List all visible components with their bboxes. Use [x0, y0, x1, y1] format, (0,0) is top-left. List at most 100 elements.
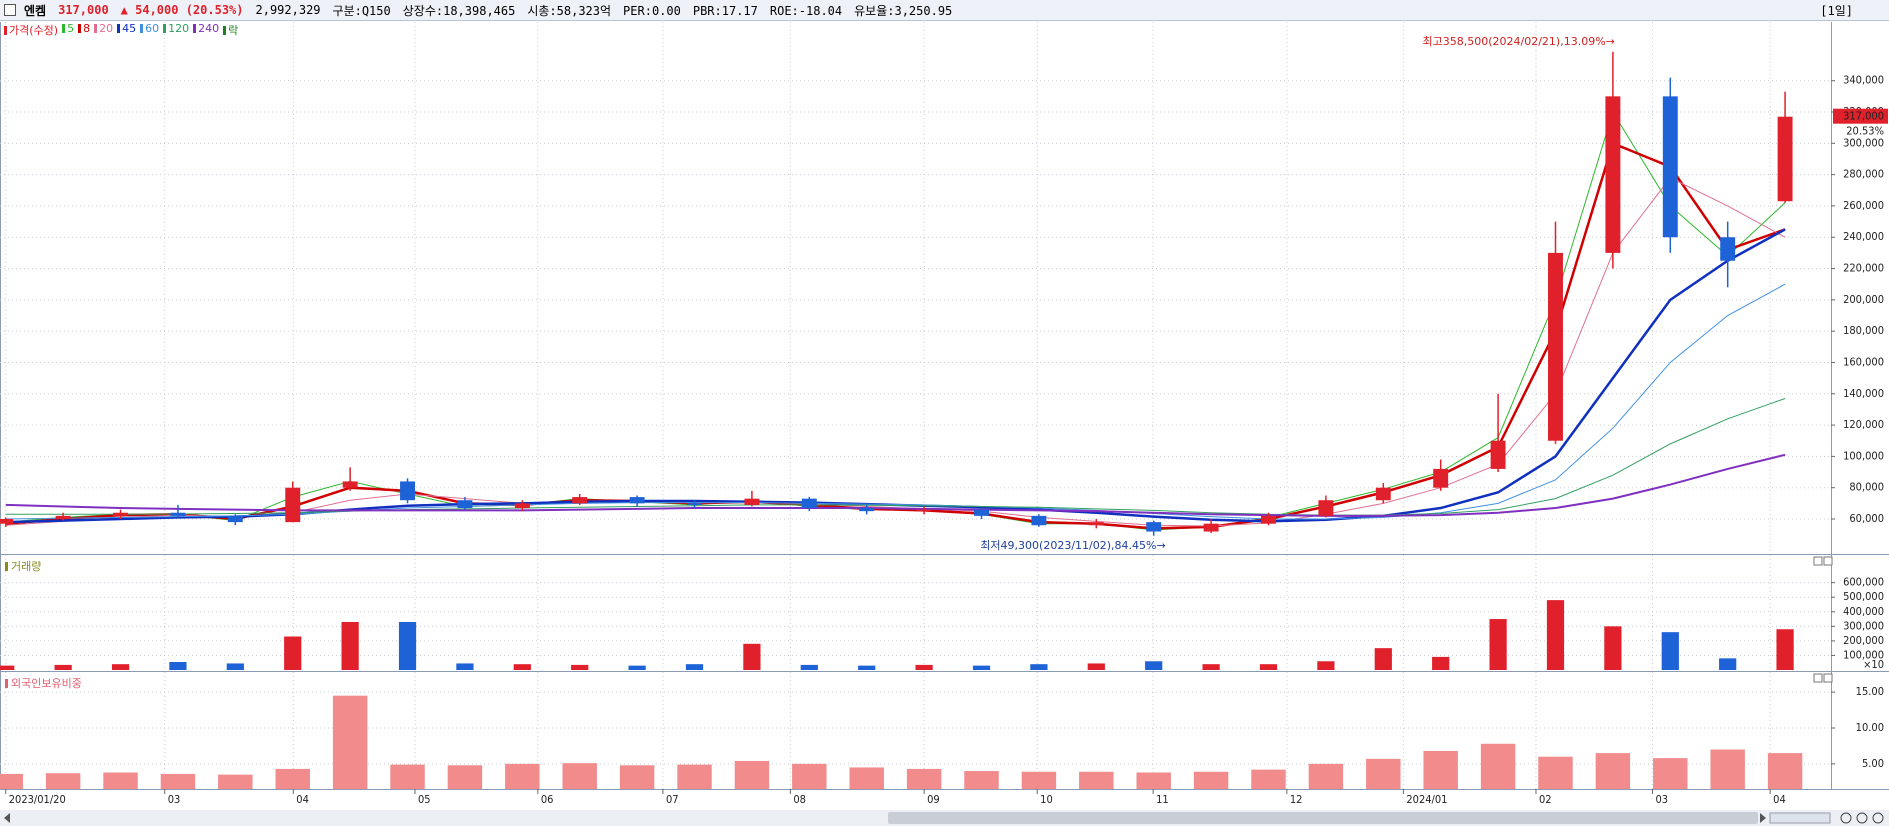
moving-average-line — [5, 453, 1786, 517]
legend-swatch — [140, 24, 144, 33]
panel-title: 거래량 — [11, 560, 41, 573]
bar — [226, 663, 244, 670]
candle-body — [113, 512, 128, 516]
panel-maximize[interactable] — [1813, 673, 1823, 683]
volume: 2,992,329 — [255, 3, 321, 17]
bar — [284, 636, 302, 670]
zoom-reset[interactable] — [1872, 812, 1884, 824]
y-tick-label: 400,000 — [1843, 605, 1884, 618]
candle-body — [801, 498, 817, 509]
moving-average-line — [5, 141, 1786, 530]
candle-body — [1261, 515, 1276, 524]
candle-body — [285, 487, 301, 523]
bar — [111, 664, 130, 670]
unit-label: ×10 — [1863, 658, 1884, 671]
candle-body — [1720, 237, 1736, 261]
legend-entry: 45 — [117, 22, 136, 38]
bar — [45, 773, 81, 789]
bar — [398, 621, 417, 670]
panel-maximize[interactable] — [1813, 556, 1823, 566]
header-field: 상장수:18,398,465 — [402, 3, 516, 18]
panel-close[interactable] — [1823, 556, 1833, 566]
bar — [1136, 772, 1171, 789]
bar — [734, 761, 770, 789]
bar — [1538, 756, 1573, 789]
bar — [964, 771, 999, 789]
legend-swatch — [223, 26, 227, 35]
header-field: PBR:17.17 — [692, 3, 758, 18]
legend-label: 240 — [198, 22, 220, 35]
bar — [275, 768, 310, 789]
panel-buttons — [1813, 556, 1833, 683]
moving-average-line — [5, 283, 1786, 520]
bar — [1604, 626, 1622, 670]
moving-average-line — [5, 397, 1786, 516]
grid — [0, 22, 1831, 789]
bar — [685, 664, 704, 670]
bar — [792, 763, 827, 789]
high-annotation: 최고358,500(2024/02/21),13.09%→ — [1423, 35, 1615, 48]
bar — [849, 767, 884, 789]
candle-body — [744, 498, 760, 505]
bar — [447, 765, 483, 789]
bar — [0, 773, 23, 789]
bar — [1193, 771, 1229, 789]
bar — [743, 643, 761, 670]
zoom-out[interactable] — [1840, 812, 1852, 824]
panel-title-swatch — [5, 562, 8, 571]
candle-body — [1490, 440, 1506, 469]
y-tick-label: 240,000 — [1843, 230, 1884, 243]
y-tick-label: 100,000 — [1843, 449, 1884, 462]
bar — [169, 661, 187, 670]
legend-entry: 락 — [223, 22, 238, 38]
bar — [915, 664, 933, 670]
zoom-slider[interactable] — [1769, 812, 1831, 824]
scroll-right[interactable] — [1760, 813, 1766, 823]
low-annotation: 최저49,300(2023/11/02),84.45%→ — [980, 539, 1165, 552]
scrollbar-thumb[interactable] — [888, 812, 1758, 824]
header-field: 유보율:3,250.95 — [854, 3, 953, 18]
legend-entry: 60 — [140, 22, 159, 38]
zoom-in[interactable] — [1856, 812, 1868, 824]
candle-body — [227, 515, 243, 523]
candle-body — [1777, 116, 1793, 202]
bar — [513, 664, 531, 670]
y-tick-label: 10.00 — [1856, 721, 1884, 734]
fields: 구분:Q150 상장수:18,398,465 시총:58,323억 PER:0.00 P… — [333, 2, 965, 19]
x-tick-label: 07 — [666, 793, 679, 806]
price: 317,000 — [58, 3, 109, 17]
price-label: 317,000 — [1843, 110, 1884, 123]
bar — [1423, 750, 1458, 789]
legend-entry: 120 — [163, 22, 189, 38]
change: ▲ 54,000 (20.53%) — [120, 3, 244, 17]
y-tick-label: 600,000 — [1843, 576, 1884, 589]
y-tick-label: 300,000 — [1843, 136, 1884, 149]
checkbox[interactable] — [4, 4, 16, 16]
bar — [1719, 658, 1737, 670]
candle-body — [400, 481, 415, 501]
scroll-left[interactable] — [4, 813, 10, 823]
bar — [1251, 769, 1286, 789]
y-tick-label: 340,000 — [1843, 74, 1884, 87]
x-tick-label: 2023/01/20 — [9, 793, 66, 806]
bar — [619, 765, 655, 789]
panel-close[interactable] — [1823, 673, 1833, 683]
panel-title-swatch — [5, 679, 8, 688]
y-tick-label: 160,000 — [1843, 355, 1884, 368]
legend-label: 20 — [99, 22, 114, 35]
legend-swatch — [94, 24, 98, 33]
period[interactable]: [1일] — [1820, 3, 1853, 18]
bar — [1432, 656, 1450, 670]
x-tick-label: 09 — [927, 793, 940, 806]
bar — [1710, 749, 1745, 789]
bar — [160, 773, 196, 789]
panel-title: 외국인보유비중 — [11, 677, 82, 690]
candle-body — [1433, 468, 1449, 488]
candle-body — [170, 512, 186, 516]
legend-swatch — [193, 24, 197, 33]
bar — [1374, 648, 1392, 670]
candle-body — [1318, 500, 1334, 516]
bar — [341, 621, 359, 670]
candle-body — [342, 481, 358, 488]
